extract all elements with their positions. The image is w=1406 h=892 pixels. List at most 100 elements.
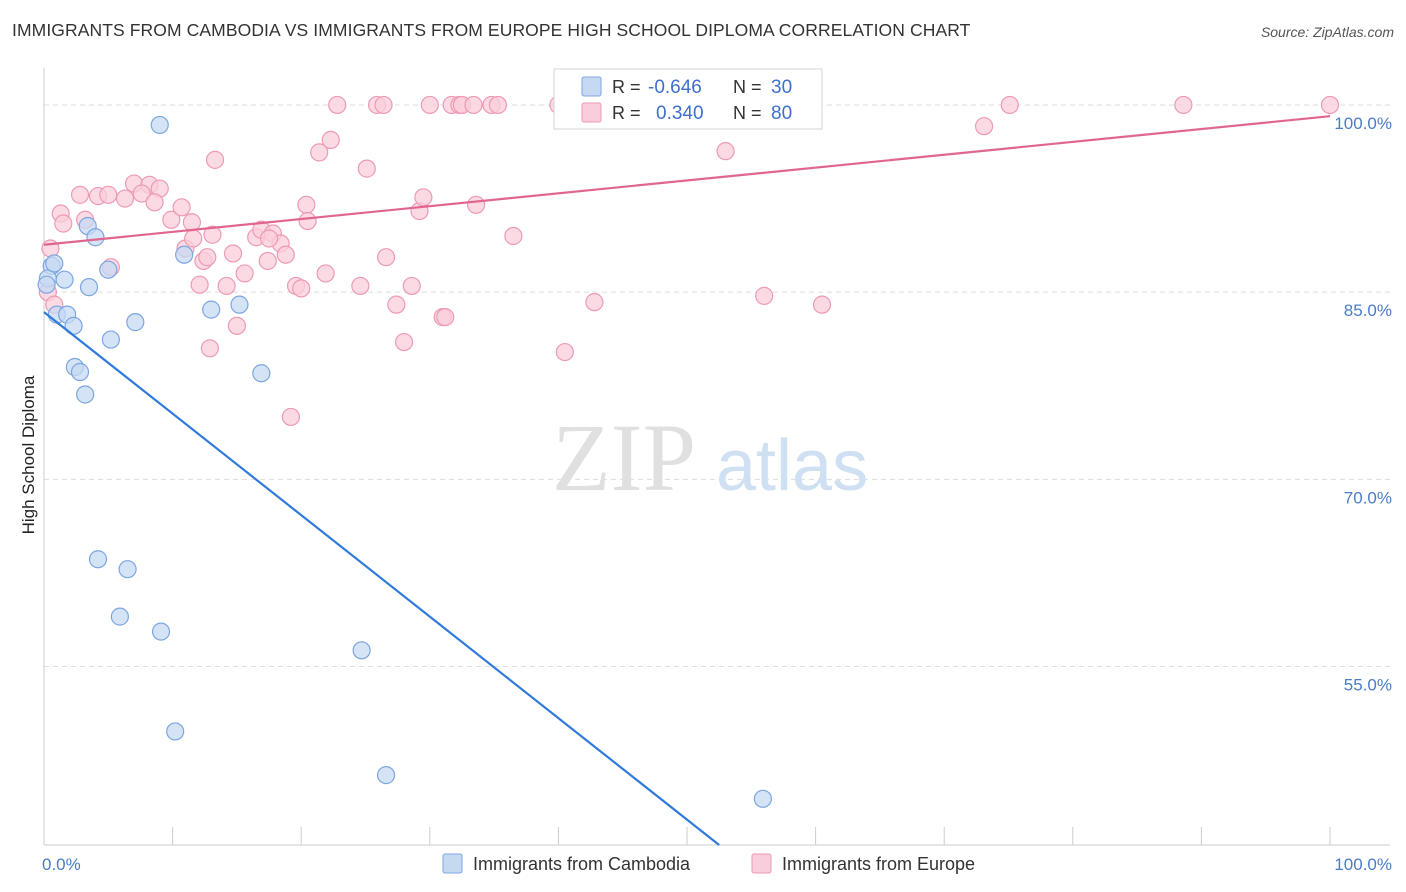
- cambodia-point-23: [110, 607, 129, 626]
- europe-point-24: [203, 225, 222, 244]
- cambodia-point-14: [126, 313, 145, 332]
- y-axis-title: High School Diploma: [19, 375, 38, 534]
- series-europe-points: [38, 95, 1340, 427]
- europe-point-23: [200, 339, 219, 358]
- y-tick-label-2: 85.0%: [1344, 301, 1392, 320]
- stats-r-label-europe: R =: [612, 103, 641, 123]
- europe-point-16: [172, 198, 191, 217]
- cambodia-point-15: [76, 385, 95, 404]
- europe-point-71: [755, 286, 774, 305]
- y-tick-label-0: 55.0%: [1344, 676, 1392, 695]
- legend-swatch-europe: [751, 853, 772, 874]
- y-tick-labels: 55.0% 70.0% 85.0% 100.0%: [1334, 114, 1392, 695]
- watermark-atlas: atlas: [716, 426, 868, 506]
- cambodia-point-24: [151, 622, 171, 641]
- grid-lines: [44, 104, 1390, 668]
- trend-line-cambodia: [43, 311, 720, 846]
- cambodia-point-7: [86, 228, 105, 247]
- cambodia-point-22: [118, 560, 137, 579]
- europe-point-9: [115, 189, 135, 208]
- europe-point-36: [281, 407, 301, 427]
- stats-swatch-europe: [581, 102, 602, 123]
- cambodia-point-8: [79, 278, 99, 297]
- stats-r-label-cambodia: R =: [612, 77, 641, 97]
- europe-point-3: [54, 214, 73, 233]
- cambodia-point-17: [175, 245, 194, 264]
- europe-point-62: [466, 195, 486, 214]
- watermark-zip: ZIP: [552, 404, 696, 511]
- europe-point-29: [235, 264, 254, 283]
- stats-n-label-europe: N =: [733, 103, 762, 123]
- europe-point-45: [351, 276, 370, 296]
- cambodia-point-2: [45, 254, 64, 273]
- x-tick-label-0: 0.0%: [42, 855, 81, 874]
- europe-point-15: [162, 210, 181, 229]
- europe-point-35: [276, 245, 295, 264]
- chart-title: IMMIGRANTS FROM CAMBODIA VS IMMIGRANTS F…: [12, 20, 971, 40]
- cambodia-point-10: [99, 260, 118, 279]
- europe-point-14: [145, 193, 164, 212]
- europe-point-42: [316, 264, 335, 283]
- cambodia-point-4: [55, 270, 74, 289]
- europe-point-72: [812, 295, 832, 314]
- cambodia-point-12: [70, 362, 90, 382]
- europe-point-51: [394, 332, 414, 352]
- europe-point-7: [99, 185, 118, 204]
- y-tick-label-3: 100.0%: [1334, 114, 1392, 133]
- bottom-legend: Immigrants from Cambodia Immigrants from…: [442, 853, 975, 874]
- europe-point-76: [1320, 95, 1340, 115]
- europe-point-67: [555, 342, 574, 362]
- europe-point-26: [217, 276, 236, 296]
- europe-point-13: [132, 184, 151, 203]
- cambodia-point-27: [376, 766, 396, 785]
- europe-point-54: [414, 188, 433, 207]
- cambodia-point-21: [88, 550, 108, 569]
- europe-point-50: [387, 295, 406, 314]
- europe-point-19: [190, 275, 209, 294]
- stats-legend: R = -0.646 N = 30 R = 0.340 N = 80: [553, 68, 823, 130]
- europe-point-32: [258, 251, 277, 271]
- stats-r-value-europe: 0.340: [656, 103, 704, 124]
- legend-label-europe: Immigrants from Europe: [782, 854, 975, 874]
- europe-point-49: [376, 248, 396, 267]
- cambodia-point-25: [166, 722, 185, 741]
- source-label: Source: ZipAtlas.com: [1260, 24, 1394, 40]
- europe-point-73: [974, 117, 994, 136]
- stats-n-value-cambodia: 30: [771, 77, 792, 98]
- europe-point-78: [259, 229, 279, 248]
- europe-point-40: [298, 211, 317, 231]
- cambodia-point-29: [37, 275, 56, 294]
- cambodia-point-16: [150, 115, 169, 135]
- stats-r-value-cambodia: -0.646: [648, 77, 702, 98]
- europe-point-65: [504, 226, 523, 246]
- cambodia-point-20: [252, 364, 271, 383]
- y-tick-label-1: 70.0%: [1344, 488, 1392, 507]
- europe-point-52: [402, 276, 421, 296]
- cambodia-point-13: [101, 330, 120, 349]
- trend-lines: [43, 115, 1331, 846]
- europe-point-46: [357, 159, 376, 178]
- stats-swatch-cambodia: [581, 76, 602, 97]
- europe-point-28: [227, 316, 246, 335]
- x-ticks: [43, 827, 1331, 845]
- europe-point-43: [321, 130, 340, 150]
- x-tick-label-1: 100.0%: [1334, 855, 1392, 874]
- cambodia-point-28: [753, 789, 772, 808]
- cambodia-point-18: [202, 300, 221, 319]
- europe-point-39: [297, 195, 316, 214]
- europe-point-27: [223, 244, 243, 263]
- europe-point-61: [464, 95, 483, 115]
- europe-point-38: [292, 279, 311, 298]
- europe-point-44: [328, 95, 347, 115]
- europe-point-70: [716, 142, 735, 161]
- stats-n-label-cambodia: N =: [733, 77, 762, 97]
- stats-n-value-europe: 80: [771, 103, 792, 124]
- europe-point-57: [436, 308, 455, 327]
- axes: [43, 68, 1390, 846]
- x-tick-labels: 0.0% 100.0%: [42, 855, 1392, 874]
- cambodia-point-26: [352, 641, 371, 660]
- europe-point-5: [70, 185, 90, 204]
- legend-label-cambodia: Immigrants from Cambodia: [473, 854, 691, 874]
- europe-point-22: [198, 248, 217, 267]
